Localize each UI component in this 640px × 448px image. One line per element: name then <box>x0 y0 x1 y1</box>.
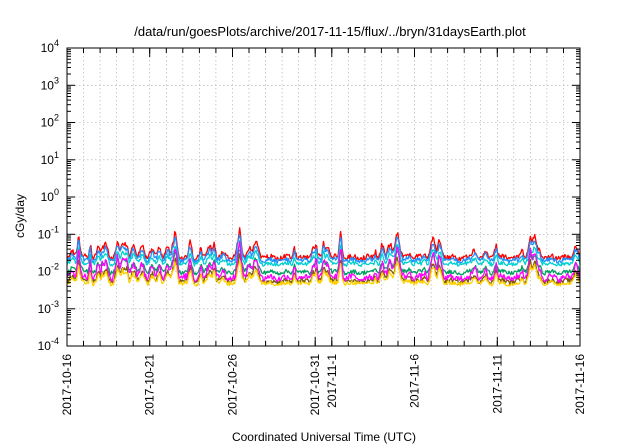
x-tick-label: 2017-11-6 <box>408 354 422 408</box>
x-tick-label: 2017-10-21 <box>143 354 157 416</box>
x-tick-label: 2017-10-16 <box>60 354 74 416</box>
series-line <box>66 233 581 264</box>
y-tick-label: 103 <box>41 75 59 92</box>
series-line <box>66 241 581 283</box>
x-tick-label: 2017-11-11 <box>490 354 504 414</box>
x-tick-label: 2017-11-1 <box>325 354 339 408</box>
chart-title: /data/run/goesPlots/archive/2017-11-15/f… <box>134 24 526 39</box>
y-tick-label: 102 <box>41 113 59 130</box>
x-tick-label: 2017-11-16 <box>573 354 587 415</box>
x-tick-label: 2017-10-31 <box>308 354 322 416</box>
ticks <box>66 47 581 347</box>
y-tick-label: 10-3 <box>38 299 59 316</box>
y-tick-label: 10-1 <box>38 224 59 241</box>
x-tick-labels: 2017-10-16 2017-10-21 2017-10-26 2017-10-31… <box>60 354 587 416</box>
x-tick-label: 2017-10-26 <box>226 354 240 416</box>
y-tick-label: 10-2 <box>38 262 59 279</box>
y-tick-label: 10-4 <box>38 336 59 353</box>
series-line <box>66 240 581 268</box>
series-line <box>66 227 581 262</box>
y-tick-labels: 10-4 10-3 10-2 10-1 100 101 102 103 104 <box>38 38 59 353</box>
grid <box>67 48 580 346</box>
y-tick-label: 104 <box>41 38 59 55</box>
y-tick-label: 101 <box>41 150 59 167</box>
series-line <box>66 260 581 287</box>
y-tick-label: 100 <box>41 187 59 204</box>
y-axis-label: cGy/day <box>13 194 27 238</box>
x-axis-label: Coordinated Universal Time (UTC) <box>232 430 416 444</box>
series-group <box>66 227 581 287</box>
